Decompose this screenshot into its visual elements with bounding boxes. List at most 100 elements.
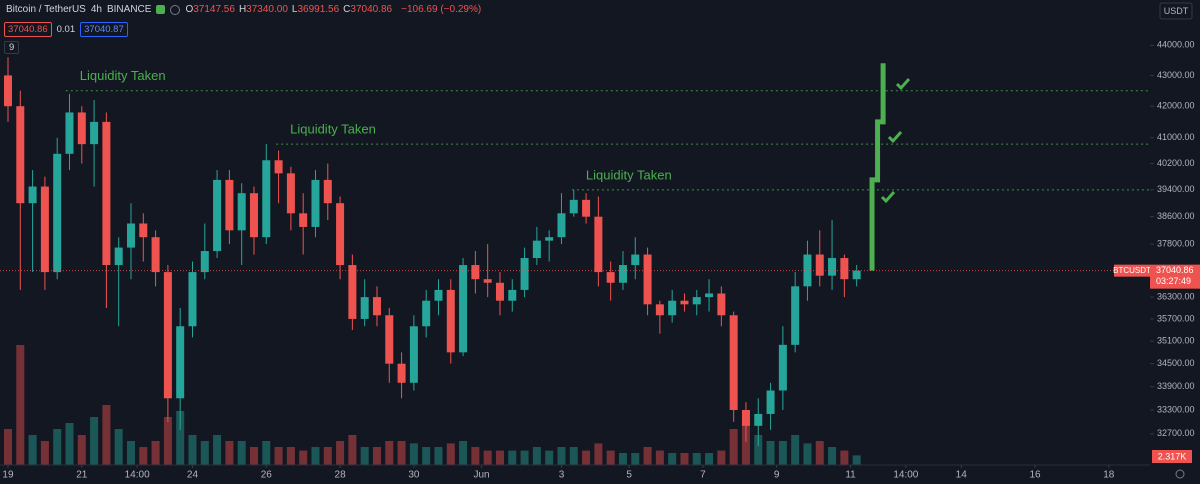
volume-bar xyxy=(274,447,283,465)
candle-body xyxy=(729,315,738,411)
candle-body xyxy=(90,121,99,145)
y-tick-label: 44000.00 xyxy=(1157,40,1195,50)
volume-bar xyxy=(139,447,148,465)
volume-bar xyxy=(323,447,332,465)
x-tick-label: 24 xyxy=(187,470,199,481)
volume-bar xyxy=(803,443,812,465)
currency: USDT xyxy=(1164,6,1189,16)
volume-bar xyxy=(766,441,775,465)
candle-body xyxy=(692,297,701,305)
candle-body xyxy=(594,216,603,273)
x-tick-label: 21 xyxy=(76,470,88,481)
volume-bar xyxy=(163,417,172,465)
ohlc-value: 37340.00 xyxy=(246,4,288,15)
volume-bar xyxy=(692,453,701,465)
volume-bar xyxy=(286,447,295,465)
liquidity-label: Liquidity Taken xyxy=(290,122,376,137)
volume-bar xyxy=(126,441,135,465)
interval: 4h xyxy=(90,4,102,15)
candle-body xyxy=(77,112,86,145)
volume-bar xyxy=(262,441,271,465)
y-tick-label: 38600.00 xyxy=(1157,211,1195,221)
candle-body xyxy=(766,390,775,414)
volume-bar xyxy=(631,453,640,465)
candle-body xyxy=(200,251,209,273)
volume-bar xyxy=(311,447,320,465)
trade-row: 37040.86 0.01 37040.87 xyxy=(4,22,128,37)
candle-body xyxy=(372,297,381,316)
last-price-tag: 37040.86 xyxy=(1156,265,1194,275)
x-tick-label: 19 xyxy=(2,470,14,481)
x-tick-label: 16 xyxy=(1029,470,1041,481)
candle-body xyxy=(754,413,763,426)
candle-body xyxy=(483,279,492,283)
x-tick-label: 11 xyxy=(845,470,856,481)
candle-body xyxy=(717,293,726,316)
y-tick-label: 36300.00 xyxy=(1157,291,1195,301)
volume-bar xyxy=(520,450,529,465)
volume-bar xyxy=(754,435,763,465)
volume-bar xyxy=(815,441,824,465)
candle-body xyxy=(508,289,517,301)
candle-body xyxy=(852,270,861,280)
volume-bar xyxy=(471,447,480,465)
check-icon xyxy=(880,191,896,204)
volume-bar xyxy=(77,435,86,465)
candle-body xyxy=(114,247,123,266)
candle-body xyxy=(520,258,529,290)
candle-body xyxy=(557,213,566,238)
volume-tag: 2.317K xyxy=(1158,451,1187,461)
volume-bar xyxy=(643,447,652,465)
eye-icon[interactable] xyxy=(170,4,181,15)
y-tick-label: 33300.00 xyxy=(1157,404,1195,414)
y-tick-label: 39400.00 xyxy=(1157,184,1195,194)
volume-bar xyxy=(778,441,787,465)
volume-bar xyxy=(372,447,381,465)
volume-bar xyxy=(28,435,37,465)
candle-body xyxy=(28,186,37,204)
volume-bar xyxy=(151,441,160,465)
volume-bar xyxy=(53,429,62,465)
bid[interactable]: 37040.86 xyxy=(4,22,52,37)
volume-bar xyxy=(495,450,504,465)
candle-body xyxy=(422,300,431,327)
volume-bar xyxy=(409,443,418,465)
candle-body xyxy=(311,179,320,227)
volume-bar xyxy=(360,447,369,465)
candle-body xyxy=(705,293,714,298)
currency-box xyxy=(1159,2,1193,20)
volume-bar xyxy=(397,441,406,465)
ohlc-value: 37147.56 xyxy=(193,4,235,15)
y-tick-label: 35100.00 xyxy=(1157,335,1195,345)
volume-bar xyxy=(348,435,357,465)
ohlc-key: C xyxy=(343,4,351,15)
candle-body xyxy=(139,223,148,238)
y-tick-label: 32700.00 xyxy=(1157,428,1195,438)
symbol-tag: BTCUSDT xyxy=(1113,266,1151,275)
candle-body xyxy=(299,213,308,227)
plot: Liquidity Taken Liquidity Taken Liquidity … xyxy=(0,57,1150,465)
volume-bar xyxy=(459,441,468,465)
symbol: Bitcoin / TetherUS xyxy=(6,4,86,15)
volume-bar xyxy=(532,447,541,465)
volume-bar xyxy=(114,429,123,465)
volume-bar xyxy=(102,405,111,465)
candle-body xyxy=(360,297,369,319)
candle-body xyxy=(532,240,541,259)
x-tick-label: 30 xyxy=(408,470,420,481)
x-tick-label: 5 xyxy=(626,470,632,481)
change: −106.69 (−0.29%) xyxy=(401,4,482,15)
candle-body xyxy=(631,254,640,266)
ask[interactable]: 37040.87 xyxy=(80,22,128,37)
candle-body xyxy=(323,179,332,204)
countdown: 03:27:49 xyxy=(1156,276,1191,286)
x-tick-label: Jun xyxy=(473,470,489,481)
x-tick-label: 18 xyxy=(1103,470,1115,481)
volume-bar xyxy=(336,441,345,465)
settings-icon[interactable] xyxy=(1175,469,1185,479)
candle-body xyxy=(163,272,172,399)
candle-body xyxy=(348,265,357,319)
indicator-toggle[interactable]: 9 xyxy=(4,41,20,54)
